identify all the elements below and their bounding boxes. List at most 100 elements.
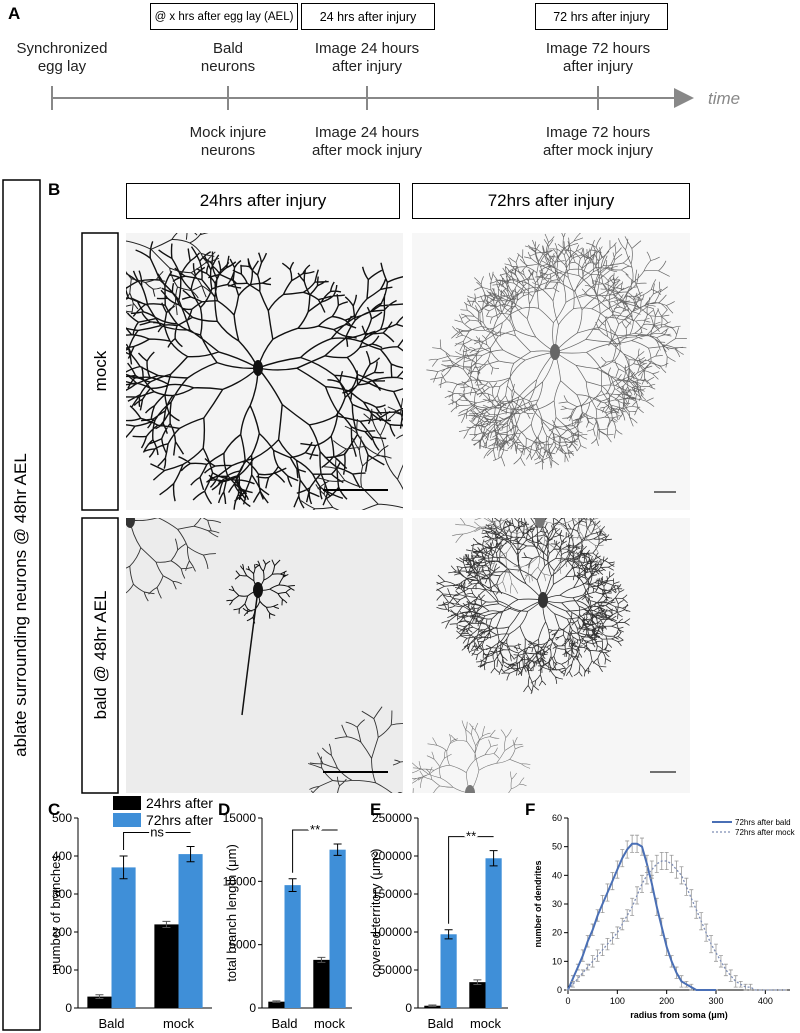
panel-label: D	[218, 800, 231, 819]
x-tick-label: 300	[708, 996, 723, 1006]
error-bar	[625, 909, 630, 922]
soma	[126, 518, 135, 528]
soma	[253, 360, 263, 376]
legend-swatch	[113, 813, 141, 827]
y-tick-label: 10000	[223, 874, 257, 888]
soma	[465, 785, 475, 793]
x-tick-label: mock	[470, 1016, 502, 1031]
y-tick-label: 0	[405, 1001, 412, 1015]
timeline-label: Image 24 hours after injury	[314, 40, 420, 75]
side-label-box	[2, 179, 41, 1031]
error-bar	[728, 969, 733, 982]
bar	[284, 885, 301, 1008]
soma	[397, 792, 403, 793]
error-bar	[272, 1000, 281, 1003]
row-label-box	[81, 517, 119, 794]
error-bar	[119, 855, 128, 880]
x-axis-label: radius from soma (μm)	[630, 1010, 728, 1020]
timeline-box: @ x hrs after egg lay (AEL)	[150, 3, 298, 30]
timeline-ticks	[51, 86, 599, 110]
panel-label: E	[370, 800, 382, 819]
column-header: 24hrs after injury	[126, 183, 400, 219]
error-bar	[733, 975, 738, 988]
dendrite	[126, 518, 221, 602]
bar	[329, 849, 346, 1008]
error-bar	[580, 969, 585, 977]
micrograph	[126, 518, 403, 793]
line	[567, 842, 716, 991]
panel-label: F	[525, 800, 536, 819]
x-tick-label: 0	[565, 996, 570, 1006]
error-bar	[664, 852, 669, 870]
panel-label: A	[8, 4, 21, 23]
bar	[268, 1001, 285, 1008]
x-tick-label: 200	[659, 996, 674, 1006]
x-tick-label: 100	[610, 996, 625, 1006]
timeline-box: 72 hrs after injury	[535, 3, 668, 30]
error-bar	[669, 854, 674, 873]
significance-bracket	[448, 836, 494, 924]
timeline-axis-label: time	[708, 89, 740, 108]
y-tick-label: 0	[557, 985, 562, 995]
timeline-label: Bald neurons	[200, 40, 256, 75]
row-label: bald @ 48hr AEL	[91, 591, 110, 720]
line	[567, 860, 786, 991]
error-bar	[674, 860, 679, 879]
column-header: 72hrs after injury	[412, 183, 690, 219]
error-bar	[723, 963, 728, 977]
error-bar	[649, 860, 654, 879]
error-bar	[473, 979, 482, 985]
x-tick-label: Bald	[98, 1016, 124, 1031]
error-bar	[689, 889, 694, 908]
y-tick-label: 300	[52, 887, 72, 901]
error-bar	[743, 983, 748, 991]
y-tick-label: 200	[52, 925, 72, 939]
y-tick-label: 400	[52, 849, 72, 863]
soma	[535, 518, 545, 528]
error-bar	[288, 878, 297, 892]
timeline-label: Synchronized egg lay	[16, 40, 108, 75]
bar	[87, 996, 112, 1008]
error-bar	[95, 994, 104, 999]
significance-label: **	[310, 822, 320, 837]
legend-label: 72hrs after	[146, 812, 213, 828]
x-tick-label: 400	[758, 996, 773, 1006]
x-tick-label: Bald	[427, 1016, 453, 1031]
y-axis-label: covered territory (μm²)	[368, 849, 383, 978]
y-tick-label: 5000	[229, 938, 256, 952]
legend-label: 72hrs after mock	[735, 828, 796, 837]
y-tick-label: 150000	[372, 887, 412, 901]
panel-label: C	[48, 800, 61, 819]
y-tick-label: 50	[552, 842, 562, 852]
significance-bracket	[292, 829, 338, 873]
y-tick-label: 50000	[379, 963, 413, 977]
dendrite	[451, 518, 607, 594]
bar	[313, 959, 330, 1008]
error-bar	[748, 983, 753, 991]
y-tick-label: 30	[552, 899, 562, 909]
y-tick-label: 60	[552, 813, 562, 823]
y-tick-label: 100000	[372, 925, 412, 939]
bar	[440, 934, 457, 1008]
error-bar	[575, 975, 580, 982]
significance-label: ns	[150, 825, 164, 840]
y-tick-label: 15000	[223, 811, 257, 825]
error-bar	[679, 866, 684, 885]
side-label: ablate surrounding neurons @ 48hr AEL	[11, 453, 30, 757]
dendrite	[126, 233, 220, 316]
dendrite	[307, 706, 403, 793]
error-bar	[186, 846, 195, 863]
error-bar	[570, 981, 575, 988]
micrograph	[126, 233, 403, 510]
y-tick-label: 500	[52, 811, 72, 825]
soma	[538, 592, 548, 608]
y-tick-label: 40	[552, 870, 562, 880]
significance-bracket	[123, 832, 191, 850]
error-bar	[444, 929, 453, 940]
error-bar	[714, 943, 718, 962]
error-bar	[317, 956, 326, 963]
timeline-label: Image 24 hours after mock injury	[311, 124, 423, 159]
bar	[178, 854, 203, 1008]
